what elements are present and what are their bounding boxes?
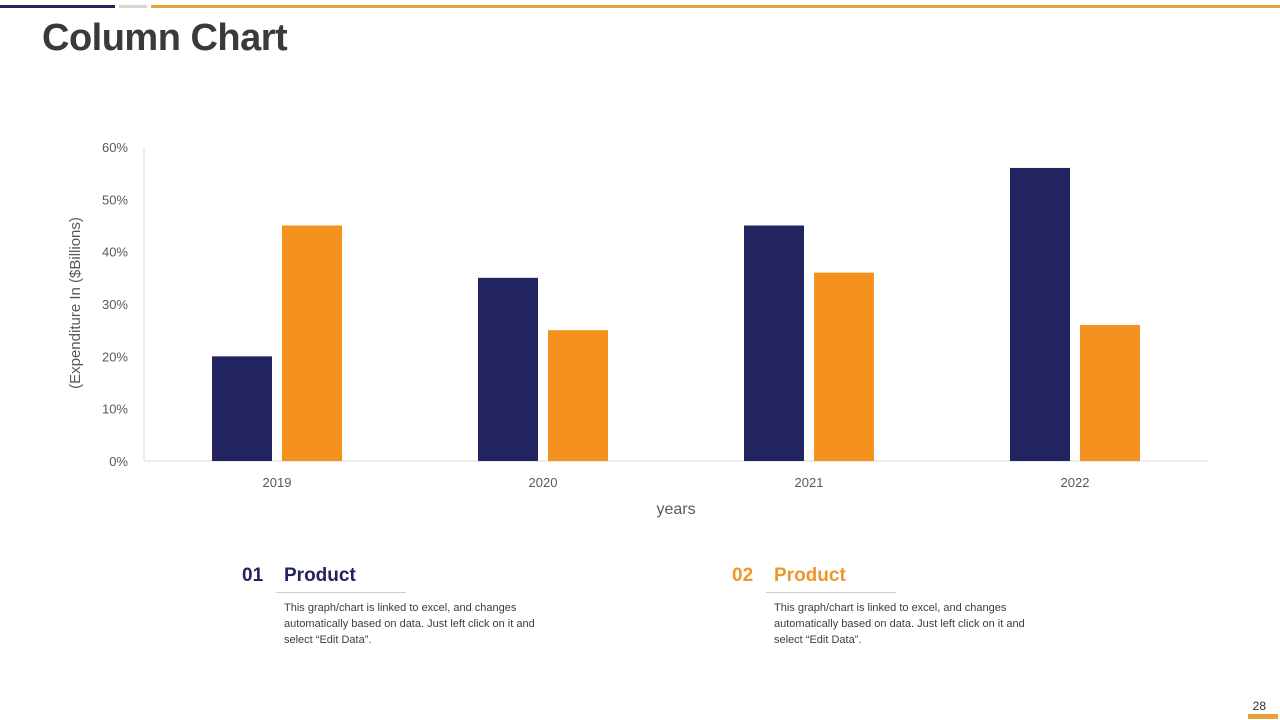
bar-2019-series-2 xyxy=(282,225,342,461)
legend-divider xyxy=(276,592,406,593)
legend-number: 01 xyxy=(242,565,264,586)
y-tick-label: 30% xyxy=(102,297,128,312)
bar-2021-series-2 xyxy=(814,272,874,461)
y-tick-label: 0% xyxy=(109,454,128,469)
legend-description: This graph/chart is linked to excel, and… xyxy=(284,602,535,646)
y-tick-label: 20% xyxy=(102,349,128,364)
x-axis-label: years xyxy=(656,501,695,518)
y-tick-label: 40% xyxy=(102,245,128,260)
x-tick-label: 2022 xyxy=(1061,475,1090,490)
legend-title: Product xyxy=(774,565,846,586)
bar-2022-series-1 xyxy=(1010,167,1070,461)
x-tick-label: 2020 xyxy=(529,475,558,490)
top-accent-orange xyxy=(151,5,1280,8)
bar-2019-series-1 xyxy=(212,356,272,461)
top-accent-gray xyxy=(119,5,147,8)
y-axis-label: (Expenditure In ($Billions) xyxy=(67,217,84,389)
column-chart: 0% 10% 20% 30% 40% 50% 60% 2019 2020 2021 2022 year… xyxy=(67,140,1208,518)
legend-title: Product xyxy=(284,565,356,586)
x-tick-label: 2019 xyxy=(263,475,292,490)
bar-2022-series-2 xyxy=(1080,324,1140,461)
legend-divider xyxy=(766,592,896,593)
slide-title: Column Chart xyxy=(42,17,288,59)
bar-2021-series-1 xyxy=(744,225,804,461)
page-number: 28 xyxy=(1252,699,1266,713)
y-tick-label: 10% xyxy=(102,402,128,417)
bar-2020-series-2 xyxy=(548,330,608,461)
page-number-accent xyxy=(1248,714,1278,719)
legend-description: This graph/chart is linked to excel, and… xyxy=(774,602,1025,646)
x-tick-label: 2021 xyxy=(795,475,824,490)
bar-2020-series-1 xyxy=(478,277,538,461)
y-tick-label: 50% xyxy=(102,192,128,207)
legend-number: 02 xyxy=(732,565,754,586)
top-accent-navy xyxy=(0,5,115,8)
y-tick-label: 60% xyxy=(102,140,128,155)
